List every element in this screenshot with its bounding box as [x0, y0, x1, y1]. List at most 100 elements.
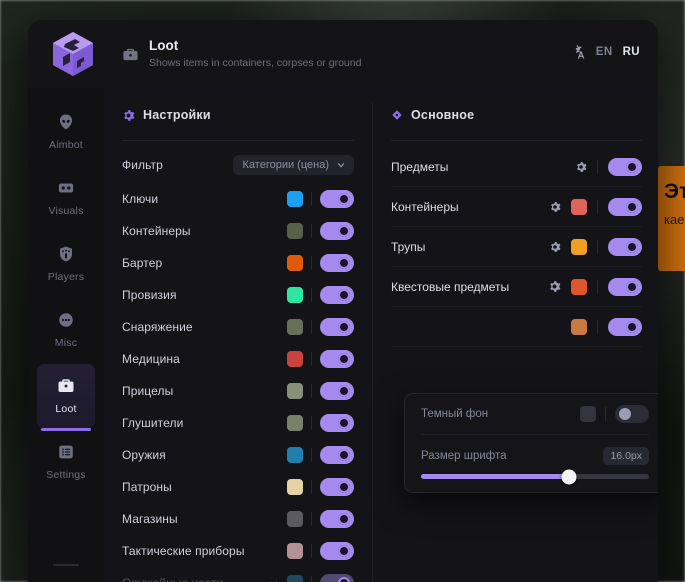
dark-background-toggle[interactable] [615, 405, 649, 423]
gear-icon[interactable] [549, 241, 561, 253]
category-row-weapon-parts[interactable]: Оружейные части [122, 567, 354, 582]
sidebar-item-players[interactable]: Players [37, 232, 95, 296]
promo-banner-subtitle: кае [664, 212, 685, 228]
row-divider [311, 480, 312, 494]
category-toggle[interactable] [320, 382, 354, 400]
category-toggle[interactable] [320, 286, 354, 304]
sidebar-item-visuals[interactable]: Visuals [37, 166, 95, 230]
dots-icon [57, 311, 75, 329]
chevron-down-icon[interactable] [268, 578, 279, 582]
category-toggle[interactable] [320, 574, 354, 582]
category-row-scopes[interactable]: Прицелы [122, 375, 354, 407]
category-toggle[interactable] [320, 478, 354, 496]
main-row-items[interactable]: Предметы [391, 147, 642, 187]
category-toggle[interactable] [320, 414, 354, 432]
lang-button-ru[interactable]: RU [622, 46, 640, 58]
category-toggle[interactable] [320, 222, 354, 240]
slider-knob[interactable] [561, 469, 577, 484]
gear-icon[interactable] [549, 201, 561, 213]
gear-icon[interactable] [575, 161, 587, 173]
category-row-keys[interactable]: Ключи [122, 183, 354, 215]
settings-panel-header: Настройки [122, 102, 354, 128]
font-size-value[interactable]: 16.0px [603, 446, 649, 465]
color-swatch[interactable] [287, 447, 303, 463]
main-row-toggle[interactable] [608, 157, 642, 176]
category-label: Провизия [122, 288, 177, 302]
main-row-toggle[interactable] [608, 237, 642, 256]
sidebar-item-loot[interactable]: Loot [37, 364, 95, 431]
category-row-weapons[interactable]: Оружия [122, 439, 354, 471]
gear-icon[interactable] [548, 280, 561, 293]
row-divider [311, 384, 312, 398]
category-toggle[interactable] [320, 350, 354, 368]
sidebar-item-aimbot[interactable]: Aimbot [37, 100, 95, 164]
color-swatch[interactable] [287, 511, 303, 527]
category-row-gear[interactable]: Снаряжение [122, 311, 354, 343]
category-row-tactical-devices[interactable]: Тактические приборы [122, 535, 354, 567]
main-row-toggle[interactable] [608, 197, 642, 216]
main-row-occluded[interactable] [391, 307, 642, 347]
color-swatch[interactable] [287, 223, 303, 239]
category-row-containers[interactable]: Контейнеры [122, 215, 354, 247]
sidebar-item-misc[interactable]: Misc [37, 298, 95, 362]
category-toggle[interactable] [320, 510, 354, 528]
dark-background-row[interactable]: Темный фон [421, 394, 649, 434]
color-swatch[interactable] [287, 415, 303, 431]
category-row-suppressors[interactable]: Глушители [122, 407, 354, 439]
slider-fill [421, 474, 570, 479]
color-swatch[interactable] [287, 319, 303, 335]
category-row-barter[interactable]: Бартер [122, 247, 354, 279]
color-swatch[interactable] [287, 255, 303, 271]
row-divider [597, 159, 598, 174]
language-switcher[interactable]: EN RU [570, 44, 640, 60]
main-row-toggle[interactable] [608, 277, 642, 296]
main-row-corpses[interactable]: Трупы [391, 227, 642, 267]
sidebar-item-label: Players [47, 271, 85, 283]
category-label: Медицина [122, 352, 180, 366]
category-label: Бартер [122, 256, 163, 270]
main-row-quest-items[interactable]: Квестовые предметы [391, 267, 642, 307]
color-swatch[interactable] [287, 575, 303, 582]
category-row-ammo[interactable]: Патроны [122, 471, 354, 503]
translate-icon [570, 44, 586, 60]
main-row-label: Предметы [391, 159, 449, 174]
filter-dropdown[interactable]: Категории (цена) [232, 155, 354, 175]
category-toggle[interactable] [320, 254, 354, 272]
category-toggle[interactable] [320, 190, 354, 208]
color-swatch[interactable] [287, 287, 303, 303]
category-toggle[interactable] [320, 542, 354, 560]
slider-track[interactable] [421, 469, 649, 484]
promo-banner[interactable]: Эт кае [658, 166, 685, 271]
color-swatch[interactable] [287, 543, 303, 559]
font-size-slider[interactable] [421, 469, 649, 492]
category-row-provisions[interactable]: Провизия [122, 279, 354, 311]
color-swatch[interactable] [580, 406, 596, 422]
category-row-medicine[interactable]: Медицина [122, 343, 354, 375]
titlebar: Loot Shows items in containers, corpses … [28, 20, 658, 88]
sidebar-item-label: Aimbot [49, 139, 83, 151]
main-row-toggle[interactable] [608, 317, 642, 336]
color-swatch[interactable] [571, 318, 587, 335]
color-swatch[interactable] [287, 351, 303, 367]
category-label: Тактические приборы [122, 544, 245, 558]
main-row-containers[interactable]: Контейнеры [391, 187, 642, 227]
color-swatch[interactable] [287, 479, 303, 495]
row-divider [597, 279, 598, 294]
category-label: Ключи [122, 192, 159, 206]
briefcase-icon [122, 46, 139, 63]
lang-button-en[interactable]: EN [595, 46, 613, 58]
page-subtitle: Shows items in containers, corpses or gr… [149, 57, 362, 70]
main-panel-title: Основное [411, 108, 475, 122]
category-toggle[interactable] [320, 318, 354, 336]
category-toggle[interactable] [320, 446, 354, 464]
color-swatch[interactable] [571, 278, 587, 295]
color-swatch[interactable] [571, 198, 587, 215]
color-swatch[interactable] [287, 383, 303, 399]
page-title: Loot [149, 38, 179, 54]
row-divider [597, 319, 598, 334]
color-swatch[interactable] [287, 191, 303, 207]
category-row-magazines[interactable]: Магазины [122, 503, 354, 535]
row-divider [311, 256, 312, 270]
sidebar-item-settings[interactable]: Settings [37, 430, 95, 494]
color-swatch[interactable] [571, 238, 587, 255]
